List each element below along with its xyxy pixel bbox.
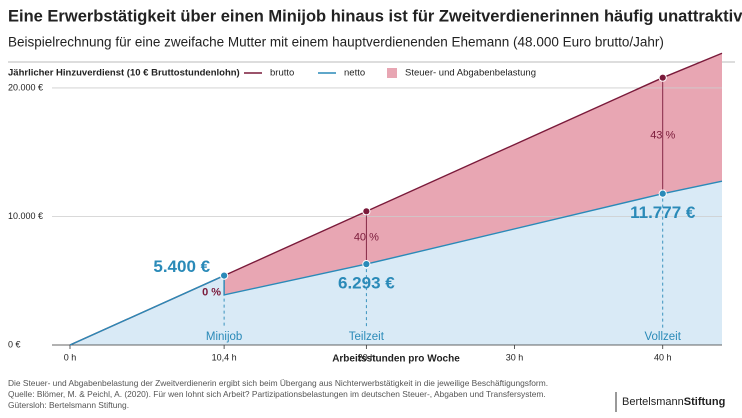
netto-label: 11.777 € <box>630 203 696 222</box>
brutto-point <box>362 207 371 216</box>
x-tick-label: 0 h <box>64 352 77 362</box>
footnote: Gütersloh: Bertelsmann Stiftung. <box>8 400 129 410</box>
netto-point <box>658 189 667 198</box>
netto-label: 5.400 € <box>153 257 210 276</box>
legend-label: Steuer- und Abgabenbelastung <box>405 68 536 79</box>
annotation-label: Teilzeit <box>349 331 385 343</box>
y-tick-label: 0 € <box>8 339 21 349</box>
footnote: Quelle: Blömer, M. & Peichl, A. (2020). … <box>8 389 546 399</box>
x-tick-label: 10,4 h <box>212 352 237 362</box>
logo-part: Stiftung <box>684 396 726 408</box>
netto-area <box>70 181 722 345</box>
burden-label: 43 % <box>650 130 675 142</box>
x-axis-label: Arbeitsstunden pro Woche <box>332 354 460 365</box>
netto-label: 6.293 € <box>338 274 395 293</box>
legend-label: netto <box>344 68 365 79</box>
x-tick-label: 20 h <box>358 352 376 362</box>
burden-label: 40 % <box>354 232 379 244</box>
burden-label: 0 % <box>202 287 221 299</box>
y-tick-label: 10.000 € <box>8 211 43 221</box>
footnote: Die Steuer- und Abgabenbelastung der Zwe… <box>8 378 548 388</box>
brutto-point <box>658 73 667 82</box>
x-tick-label: 30 h <box>506 352 524 362</box>
annotation-label: Minijob <box>206 331 242 343</box>
annotation-label: Vollzeit <box>645 331 682 343</box>
chart-subtitle: Beispielrechnung für eine zweifache Mutt… <box>8 35 664 50</box>
legend-title: Jährlicher Hinzuverdienst (10 € Bruttost… <box>8 68 240 79</box>
chart-title: Eine Erwerbstätigkeit über einen Minijob… <box>8 7 742 25</box>
netto-point <box>220 271 229 280</box>
logo-part: Bertelsmann <box>622 396 684 408</box>
legend-swatch <box>387 68 397 78</box>
netto-point <box>362 260 371 269</box>
logo: BertelsmannStiftung <box>622 396 725 408</box>
line <box>69 180 723 346</box>
y-tick-label: 20.000 € <box>8 82 43 92</box>
legend-label: brutto <box>270 68 294 79</box>
x-tick-label: 40 h <box>654 352 672 362</box>
